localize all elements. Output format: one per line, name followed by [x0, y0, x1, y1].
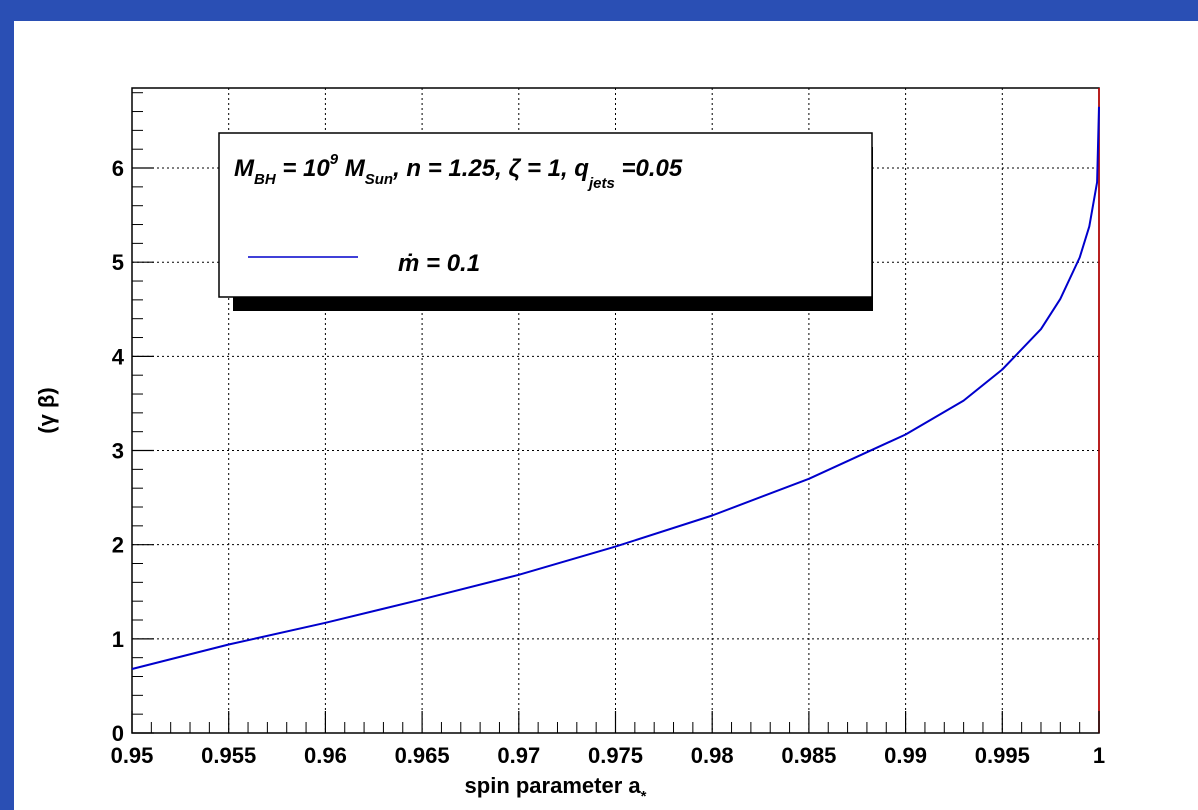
- x-tick-label: 0.97: [497, 743, 540, 768]
- x-tick-labels: 0.95 0.955 0.96 0.965 0.97 0.975 0.98 0.985 0.99…: [111, 743, 1106, 768]
- x-axis-title: spin parameter a*: [465, 773, 647, 805]
- window-frame-top: [0, 0, 1198, 21]
- y-tick-labels: 0 1 2 3 4 5 6: [112, 156, 125, 746]
- y-tick-label: 2: [112, 533, 124, 558]
- y-tick-label: 0: [112, 721, 124, 746]
- x-tick-label: 0.955: [201, 743, 256, 768]
- x-tick-label: 0.995: [975, 743, 1030, 768]
- x-tick-label: 0.975: [588, 743, 643, 768]
- x-tick-label: 0.95: [111, 743, 154, 768]
- x-tick-label: 1: [1093, 743, 1105, 768]
- y-tick-label: 3: [112, 439, 124, 464]
- series-line: [131, 106, 1100, 670]
- y-tick-label: 5: [112, 250, 124, 275]
- legend-box: [218, 132, 873, 298]
- x-tick-label: 0.985: [781, 743, 836, 768]
- legend-header: MBH = 109 MSun, n = 1.25, ζ = 1, qjets =…: [234, 151, 683, 192]
- y-tick-label: 6: [112, 156, 124, 181]
- series-layer: [131, 106, 1100, 670]
- plot-canvas: 0.95 0.955 0.96 0.965 0.97 0.975 0.98 0.985 0.99…: [14, 21, 1198, 810]
- legend-entry-label: ṁ = 0.1: [398, 250, 480, 277]
- x-tick-label: 0.98: [691, 743, 734, 768]
- axis-ticks: [131, 88, 1100, 734]
- x-tick-label: 0.96: [304, 743, 347, 768]
- y-tick-label: 1: [112, 627, 124, 652]
- line-chart: 0.95 0.955 0.96 0.965 0.97 0.975 0.98 0.985 0.99…: [34, 87, 1106, 805]
- y-axis-title: (γ β): [34, 387, 59, 433]
- window-frame-left: [0, 0, 14, 810]
- x-tick-label: 0.99: [884, 743, 927, 768]
- x-tick-label: 0.965: [395, 743, 450, 768]
- legend: MBH = 109 MSun, n = 1.25, ζ = 1, qjets =…: [218, 132, 873, 311]
- y-tick-label: 4: [112, 344, 125, 369]
